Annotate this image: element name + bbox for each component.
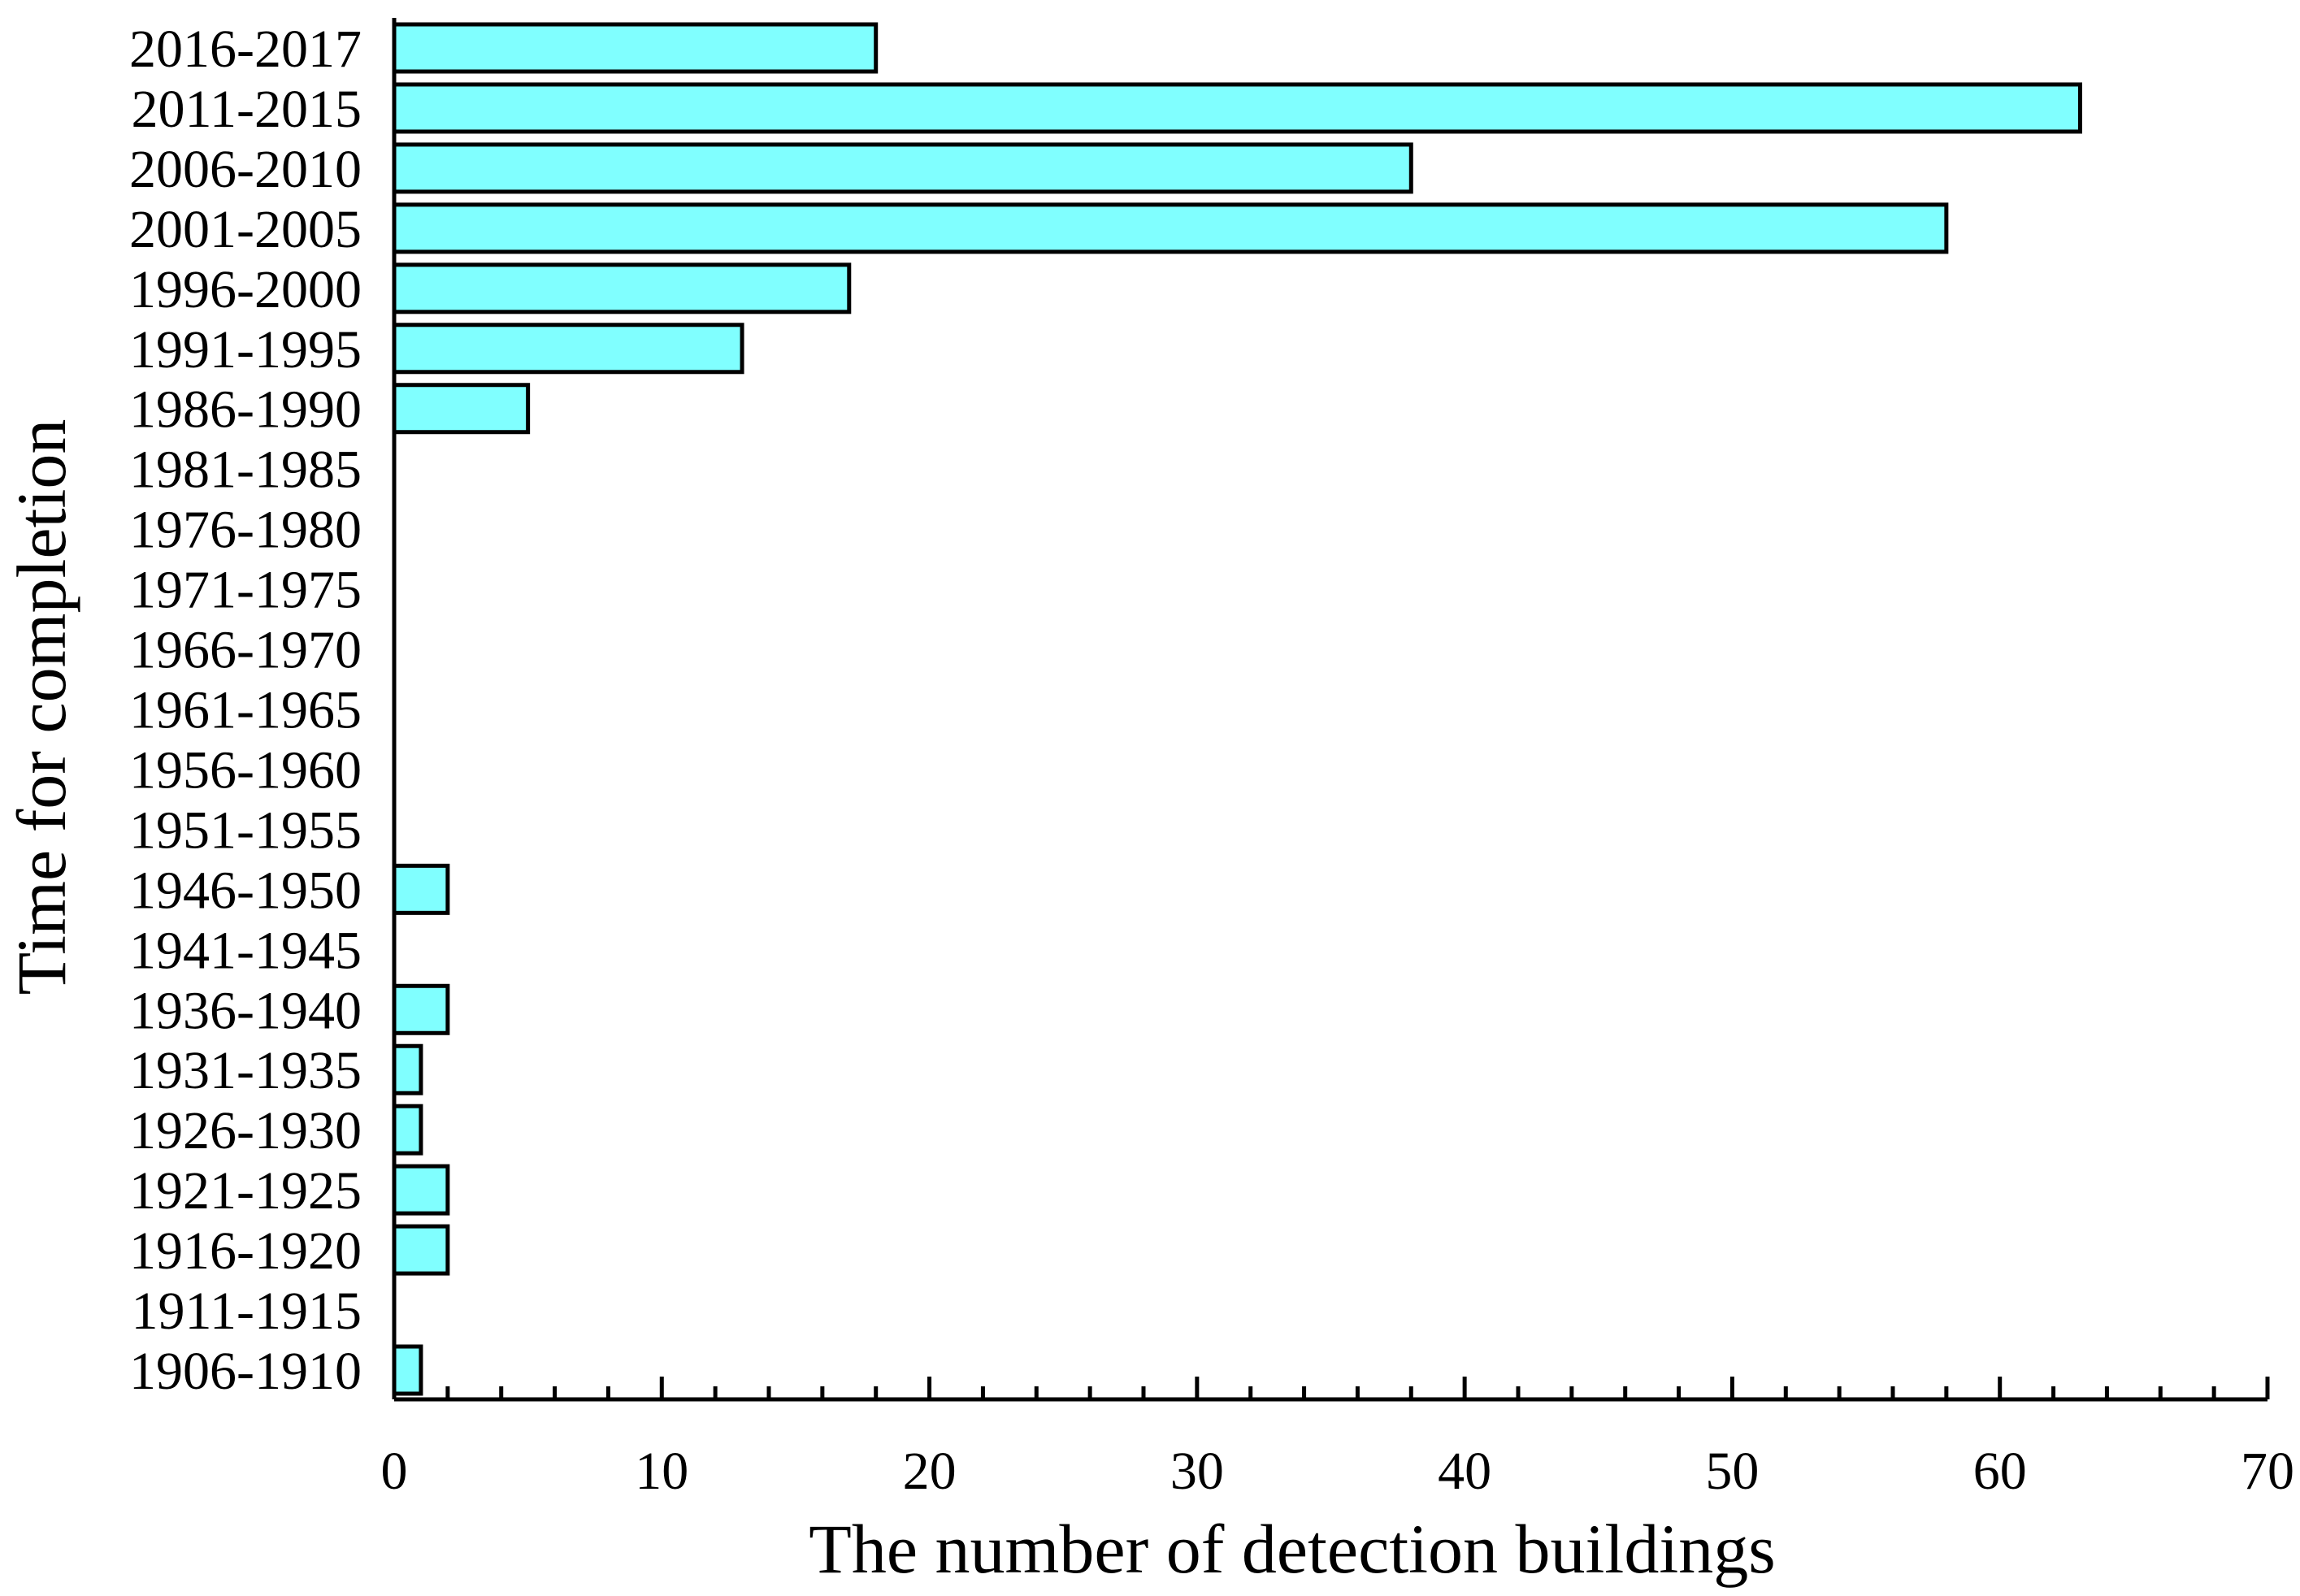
bar-1986-1990 <box>392 383 531 435</box>
x-tick-label: 60 <box>1973 1442 2027 1501</box>
x-tick-label: 20 <box>903 1442 957 1501</box>
bar-1926-1930 <box>392 1104 423 1156</box>
y-tick-label: 2016-2017 <box>129 20 362 79</box>
x-axis-title: The number of detection buildings <box>809 1510 1775 1588</box>
x-tick-label: 0 <box>381 1442 408 1501</box>
x-tick-label: 10 <box>635 1442 688 1501</box>
bar-2006-2010 <box>392 142 1413 194</box>
y-tick-label: 1956-1960 <box>129 740 362 800</box>
bar-1931-1935 <box>392 1043 423 1095</box>
y-tick-label: 1926-1930 <box>129 1101 362 1160</box>
bar-2001-2005 <box>392 202 1949 254</box>
y-tick-label: 1946-1950 <box>129 861 362 920</box>
y-tick-label: 1981-1985 <box>129 440 362 500</box>
bar-1946-1950 <box>392 863 450 915</box>
x-tick-label: 50 <box>1705 1442 1759 1501</box>
y-tick-label: 2006-2010 <box>129 140 362 199</box>
y-tick-label: 1961-1965 <box>129 681 362 740</box>
x-ticks-group <box>392 1377 2270 1399</box>
bar-2016-2017 <box>392 22 879 74</box>
bar-1996-2000 <box>392 262 852 314</box>
x-tick-labels: 0 10 20 30 40 50 60 70 <box>381 1442 2295 1501</box>
y-tick-labels: 1906-19101911-19151916-19201921-19251926… <box>129 20 362 1401</box>
bar-2011-2015 <box>392 82 2082 134</box>
y-axis-title: Time for completion <box>2 419 80 995</box>
x-tick-label: 70 <box>2241 1442 2294 1501</box>
y-tick-label: 2011-2015 <box>131 80 362 139</box>
y-tick-label: 1931-1935 <box>129 1041 362 1100</box>
y-tick-label: 1941-1945 <box>129 921 362 980</box>
y-tick-label: 1921-1925 <box>129 1161 362 1221</box>
bar-1921-1925 <box>392 1164 450 1216</box>
x-tick-label: 40 <box>1438 1442 1491 1501</box>
y-tick-label: 2001-2005 <box>129 200 362 259</box>
y-tick-label: 1936-1940 <box>129 981 362 1040</box>
y-tick-label: 1971-1975 <box>129 561 362 620</box>
bars-group <box>392 22 2082 1396</box>
y-tick-label: 1911-1915 <box>131 1282 362 1341</box>
y-tick-label: 1996-2000 <box>129 260 362 319</box>
y-tick-label: 1986-1990 <box>129 380 362 440</box>
y-tick-label: 1976-1980 <box>129 501 362 560</box>
bar-1991-1995 <box>392 323 744 375</box>
y-tick-label: 1966-1970 <box>129 621 362 680</box>
bar-1906-1910 <box>392 1344 423 1396</box>
y-tick-label: 1991-1995 <box>129 320 362 379</box>
y-tick-label: 1906-1910 <box>129 1342 362 1401</box>
y-tick-label: 1951-1955 <box>129 800 362 860</box>
y-tick-label: 1916-1920 <box>129 1221 362 1281</box>
bar-1936-1940 <box>392 983 450 1035</box>
x-tick-label: 30 <box>1170 1442 1224 1501</box>
bar-1916-1920 <box>392 1224 450 1276</box>
